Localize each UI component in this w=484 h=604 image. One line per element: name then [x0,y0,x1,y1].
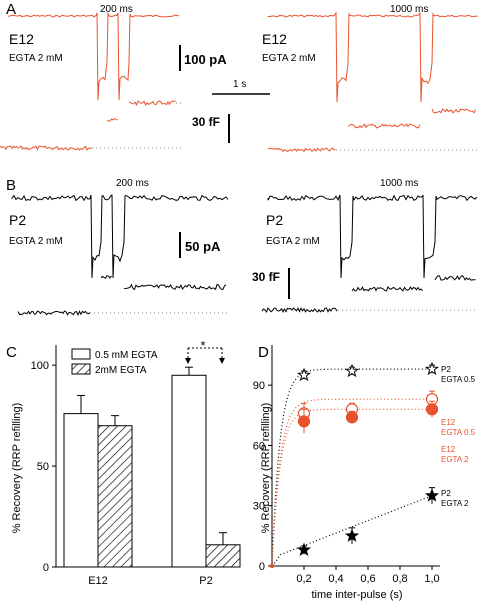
panel-d-x-tick-label: 0,8 [392,573,407,585]
panel-a-right-condition: EGTA 2 mM [262,53,316,64]
fit-curve-2 [271,408,431,567]
panel-d-y-ticks: 0 30 60 90 [253,380,272,573]
panel-d-y-tick-label: 30 [253,501,265,513]
legend-swatch-hatched [71,363,91,375]
panel-a-right-cap-after-2 [431,108,476,114]
panel-c-ylabel: % Recovery (RRP refilling) [11,403,23,534]
panel-b-letter: B [6,177,16,194]
panel-a-capacitance-scale-label: 30 fF [192,115,220,129]
panel-a-left-group: E12 [9,31,34,47]
panel-c-letter: C [6,344,17,361]
series-label-line1: P2 [441,489,451,498]
panel-d-x-tick-label: 0,2 [296,573,311,585]
panel-c-y-tick-label: 0 [43,562,49,574]
panel-b-capacitance-scale-label: 30 fF [252,270,280,284]
panel-a-left-condition: EGTA 2 mM [9,53,63,64]
series-label-line1: E12 [441,418,456,427]
series-label-line2: EGTA 2 [441,455,469,464]
series-label-line2: EGTA 0.5 [441,375,476,384]
panel-b-left-condition: EGTA 2 mM [9,236,63,247]
panel-a-right-interval: 1000 ms [390,4,428,15]
panel-b-right-interval: 1000 ms [380,178,418,189]
bar-P2-1 [205,544,241,568]
series-label-line2: EGTA 0.5 [441,428,476,437]
panel-d-y-tick-label: 0 [259,561,265,573]
significance-right-arrow [219,358,225,364]
panel-d-y-tick-label: 60 [253,440,265,452]
panel-b-right-condition: EGTA 2 mM [266,236,320,247]
panel-b-left-current-trace [11,194,229,279]
panel-b-left-group: P2 [9,212,26,228]
panel-b-left-interval: 200 ms [116,178,149,189]
panel-d-x-tick-label: 1,0 [424,573,439,585]
panel-c-bars [63,366,241,568]
panel-a-left-current-trace [7,12,180,101]
panel-b-current-scale-label: 50 pA [185,239,221,254]
panel-a-traces [0,11,478,153]
panel-b-left-cap-baseline [17,310,91,317]
point-filled-circle [425,403,439,416]
fit-curve-1 [271,398,431,567]
significance-star: * [200,338,205,353]
legend-swatch-open [71,348,91,360]
panel-a-left-cap-after-1 [106,118,118,122]
bar-E12-1 [97,425,133,568]
panel-c-x-tick-label: P2 [199,575,212,587]
panel-d-x-tick-label: 0,4 [328,573,343,585]
panel-d-xlabel: time inter-pulse (s) [311,589,402,601]
point-filled-circle [297,415,311,428]
panel-a-right-cap-baseline [267,147,336,153]
series-label-line1: P2 [441,365,451,374]
panel-a-right-current-trace [267,11,478,103]
panel-c-y-ticks: 0 50 100 [31,360,56,574]
point-open-star [424,361,440,376]
point-filled-circle [345,411,359,424]
legend-label-hatched: 2mM EGTA [95,365,147,376]
point-filled-star [424,488,440,502]
panel-c-x-ticks: E12 P2 [88,575,213,587]
bar-E12-0 [63,413,99,568]
panel-a-time-scale-label: 1 s [233,79,246,90]
panel-a-left-interval: 200 ms [100,4,133,15]
panel-d-x-ticks: 0,2 0,4 0,6 0,8 1,0 [296,566,440,585]
series-label-line1: E12 [441,445,456,454]
panel-d-points [270,361,440,568]
panel-b-left-cap-after-2 [123,283,227,291]
panel-b-right-cap-baseline [261,306,338,314]
panel-c-y-tick-label: 50 [37,461,49,473]
point-filled-star [296,542,312,556]
panel-b-left-cap-after-1 [100,275,112,279]
series-label-line2: EGTA 2 [441,499,469,508]
panel-b-right-group: P2 [266,212,283,228]
origin-point [270,564,274,568]
panel-c-x-tick-label: E12 [88,575,108,587]
panel-a-current-scale-label: 100 pA [184,52,227,67]
panel-a-right-cap-after-1 [347,123,421,129]
panel-a-right-group: E12 [262,31,287,47]
panel-a-left-cap-baseline [0,145,92,151]
panel-c-y-tick-label: 100 [31,360,49,372]
panel-d-ylabel: % Recovery (RRP refilling) [260,403,272,534]
panel-b-right-cap-after-1 [351,286,423,292]
panel-a-letter: A [6,1,16,18]
panel-d-letter: D [258,344,269,361]
legend-label-open: 0.5 mM EGTA [95,350,158,361]
point-open-star [296,367,312,382]
point-open-star [344,363,360,378]
bar-P2-0 [171,374,207,568]
panel-d-axes [271,345,440,567]
significance-left-arrow [185,358,191,364]
panel-b-right-current-trace [267,194,478,279]
panel-d-x-tick-label: 0,6 [360,573,375,585]
panel-d-y-tick-label: 90 [253,380,265,392]
panel-c-significance: * [185,338,225,364]
panel-a-left-cap-after-2 [128,100,176,107]
panel-d-fit-curves [271,368,431,567]
panel-b-right-cap-after-2 [434,274,476,281]
panel-b-traces [11,194,478,317]
panel-c-legend: 0.5 mM EGTA 2mM EGTA [71,348,158,376]
point-filled-star [344,528,360,542]
